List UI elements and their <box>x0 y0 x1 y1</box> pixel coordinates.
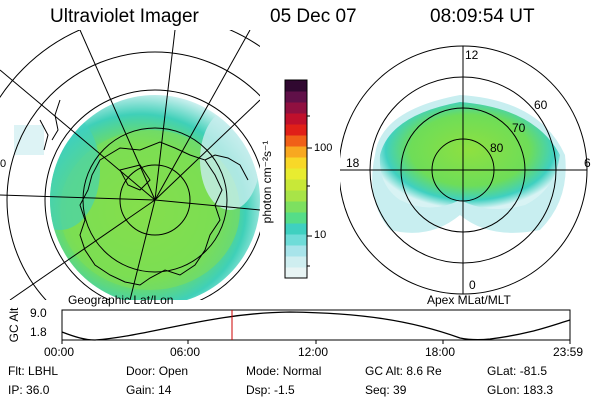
status-glon: GLon: 183.3 <box>487 383 554 397</box>
status-ip: IP: 36.0 <box>8 383 50 397</box>
continent-outline <box>39 99 249 286</box>
timeline-ytick-9: 9.0 <box>30 306 47 320</box>
colorbar-segment <box>285 234 307 246</box>
mlt-label-12: 12 <box>465 48 479 62</box>
mlt-label-18: 18 <box>346 156 360 170</box>
aurora-image-apex <box>372 95 566 233</box>
timeline-xtick-2359: 23:59 <box>553 345 584 359</box>
status-door: Door: Open <box>126 364 189 378</box>
left-edge-mark: 0 <box>0 158 7 170</box>
colorbar-unit-label: photon cm⁻²s⁻¹ <box>260 140 274 224</box>
colorbar-segment <box>285 223 307 235</box>
colorbar-segment <box>285 91 307 103</box>
status-gain: Gain: 14 <box>126 383 172 397</box>
colorbar-segment <box>285 135 307 147</box>
timeline-xtick-1200: 12:00 <box>298 345 329 359</box>
colorbar-segment <box>285 113 307 125</box>
mlat-label-80: 80 <box>490 141 504 155</box>
colorbar-segment <box>285 267 307 279</box>
right-panel-label: Apex MLat/MLT <box>427 293 511 307</box>
colorbar-segment <box>285 124 307 136</box>
colorbar-segment <box>285 179 307 191</box>
timeline-xtick-0600: 06:00 <box>170 345 201 359</box>
timeline-ytick-1.8: 1.8 <box>30 325 47 339</box>
status-glat: GLat: -81.5 <box>487 364 548 378</box>
colorbar-segment <box>285 201 307 213</box>
colorbar-tick-100: 100 <box>314 142 333 154</box>
aurora-image-geographic <box>50 95 260 300</box>
colorbar-segment <box>285 102 307 114</box>
status-mode: Mode: Normal <box>246 364 322 378</box>
image-date: 05 Dec 07 <box>270 6 357 27</box>
altitude-timeline <box>61 309 571 344</box>
mlat-label-70: 70 <box>512 121 526 135</box>
geographic-map-panel <box>0 30 260 300</box>
apex-polar-panel <box>340 45 588 295</box>
colorbar-segment <box>285 168 307 180</box>
status-gc-alt: GC Alt: 8.6 Re <box>365 364 442 378</box>
colorbar <box>284 79 312 279</box>
mlat-label-60: 60 <box>534 98 548 112</box>
status-seq: Seq: 39 <box>365 383 407 397</box>
colorbar-segment <box>285 256 307 268</box>
mlt-label-0: 0 <box>469 278 476 292</box>
left-panel-label: Geographic Lat/Lon <box>68 293 174 307</box>
status-dsp: Dsp: -1.5 <box>246 383 295 397</box>
colorbar-gradient <box>285 80 307 279</box>
timeline-xtick-1800: 18:00 <box>425 345 456 359</box>
timeline-xtick-0000: 00:00 <box>44 345 75 359</box>
colorbar-segment <box>285 146 307 158</box>
image-time: 08:09:54 UT <box>430 6 535 27</box>
status-flt: Flt: LBHL <box>8 364 59 378</box>
colorbar-segment <box>285 245 307 257</box>
timeline-ylabel: GC Alt <box>7 307 21 343</box>
image-title: Ultraviolet Imager <box>50 6 199 27</box>
altitude-curve <box>61 311 571 341</box>
colorbar-segment <box>285 190 307 202</box>
colorbar-tick-10: 10 <box>314 229 327 241</box>
colorbar-segment <box>285 212 307 224</box>
colorbar-segment <box>285 80 307 92</box>
mlt-label-6: 6 <box>584 156 591 170</box>
colorbar-segment <box>285 157 307 169</box>
